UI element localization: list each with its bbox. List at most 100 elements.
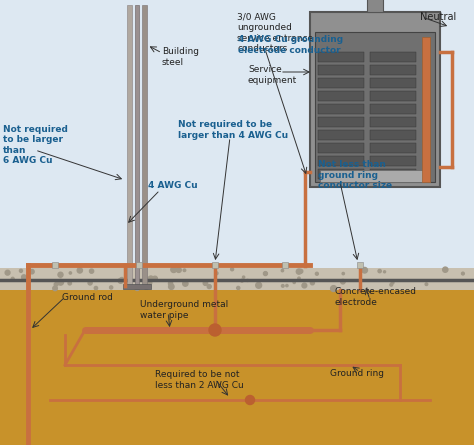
Circle shape xyxy=(120,277,123,281)
Circle shape xyxy=(383,271,385,273)
Circle shape xyxy=(315,272,319,275)
Text: Not required
to be larger
than
6 AWG Cu: Not required to be larger than 6 AWG Cu xyxy=(3,125,68,165)
Bar xyxy=(135,5,139,286)
Circle shape xyxy=(378,269,381,273)
Bar xyxy=(370,91,416,101)
Circle shape xyxy=(58,272,63,277)
Bar xyxy=(127,5,132,286)
Bar xyxy=(318,91,364,101)
Circle shape xyxy=(147,280,152,285)
Bar xyxy=(52,262,58,268)
Bar xyxy=(370,78,416,88)
Circle shape xyxy=(310,281,314,285)
Circle shape xyxy=(176,267,181,272)
Circle shape xyxy=(109,286,113,289)
Circle shape xyxy=(169,284,174,289)
Circle shape xyxy=(391,281,394,284)
Text: Underground metal
water pipe: Underground metal water pipe xyxy=(140,300,228,320)
Circle shape xyxy=(90,269,94,273)
Bar xyxy=(318,78,364,88)
Bar xyxy=(318,130,364,140)
Circle shape xyxy=(153,276,157,281)
Circle shape xyxy=(203,281,208,285)
Text: 4 AWG Cu: 4 AWG Cu xyxy=(148,181,198,190)
Bar xyxy=(318,65,364,75)
Bar xyxy=(370,130,416,140)
Circle shape xyxy=(209,324,221,336)
Bar xyxy=(310,12,440,187)
Bar xyxy=(318,117,364,127)
Circle shape xyxy=(293,281,295,283)
Circle shape xyxy=(148,276,154,282)
Circle shape xyxy=(362,267,367,273)
Text: Not less than
ground ring
conductor size: Not less than ground ring conductor size xyxy=(318,160,392,190)
Circle shape xyxy=(183,269,186,271)
Text: Building
steel: Building steel xyxy=(162,47,199,67)
Circle shape xyxy=(21,275,26,279)
Circle shape xyxy=(144,285,149,289)
Circle shape xyxy=(296,269,301,274)
Bar xyxy=(282,262,288,268)
Bar xyxy=(367,0,383,12)
Circle shape xyxy=(462,272,465,275)
Bar xyxy=(212,262,218,268)
Bar xyxy=(370,156,416,166)
Circle shape xyxy=(54,283,58,286)
Circle shape xyxy=(330,286,337,291)
Bar xyxy=(422,37,430,182)
Bar xyxy=(318,143,364,153)
Bar xyxy=(370,169,416,179)
Circle shape xyxy=(68,281,72,285)
Circle shape xyxy=(53,286,57,291)
Bar xyxy=(370,117,416,127)
Circle shape xyxy=(19,269,22,272)
Bar xyxy=(357,262,363,268)
Circle shape xyxy=(240,279,244,282)
Circle shape xyxy=(246,396,255,405)
Bar xyxy=(318,52,364,62)
Circle shape xyxy=(94,287,98,290)
Circle shape xyxy=(299,269,303,273)
Circle shape xyxy=(231,268,234,271)
Circle shape xyxy=(237,287,240,290)
Circle shape xyxy=(246,279,248,282)
Bar xyxy=(0,268,474,290)
Circle shape xyxy=(302,283,307,288)
Text: Not required to be
larger than 4 AWG Cu: Not required to be larger than 4 AWG Cu xyxy=(178,120,288,140)
Circle shape xyxy=(30,270,34,274)
Circle shape xyxy=(281,269,283,272)
Bar xyxy=(318,156,364,166)
Text: Ground rod: Ground rod xyxy=(62,292,113,302)
Bar xyxy=(318,104,364,114)
Bar xyxy=(370,52,416,62)
Bar xyxy=(123,284,151,289)
Circle shape xyxy=(256,283,262,288)
Text: Ground ring: Ground ring xyxy=(330,368,384,377)
Circle shape xyxy=(171,267,177,272)
Circle shape xyxy=(5,270,10,275)
Text: 3/0 AWG
ungrounded
service entrance
conductors: 3/0 AWG ungrounded service entrance cond… xyxy=(237,13,313,53)
Circle shape xyxy=(11,277,14,280)
Circle shape xyxy=(88,281,92,285)
Circle shape xyxy=(390,283,392,286)
Text: Service
equipment: Service equipment xyxy=(248,65,297,85)
Bar xyxy=(370,143,416,153)
Circle shape xyxy=(243,276,245,278)
Text: Concrete-encased
electrode: Concrete-encased electrode xyxy=(335,287,417,307)
Circle shape xyxy=(425,283,428,286)
Bar xyxy=(0,0,474,268)
Circle shape xyxy=(341,279,345,284)
Circle shape xyxy=(168,281,173,285)
Circle shape xyxy=(264,271,267,275)
Circle shape xyxy=(77,268,82,273)
Circle shape xyxy=(58,279,64,285)
Circle shape xyxy=(182,281,188,286)
Bar xyxy=(315,32,435,182)
Circle shape xyxy=(298,277,300,279)
Circle shape xyxy=(286,284,288,287)
Circle shape xyxy=(342,272,345,275)
Bar xyxy=(320,170,430,182)
Bar xyxy=(318,169,364,179)
Text: Required to be not
less than 2 AWG Cu: Required to be not less than 2 AWG Cu xyxy=(155,370,244,390)
Circle shape xyxy=(118,278,123,283)
